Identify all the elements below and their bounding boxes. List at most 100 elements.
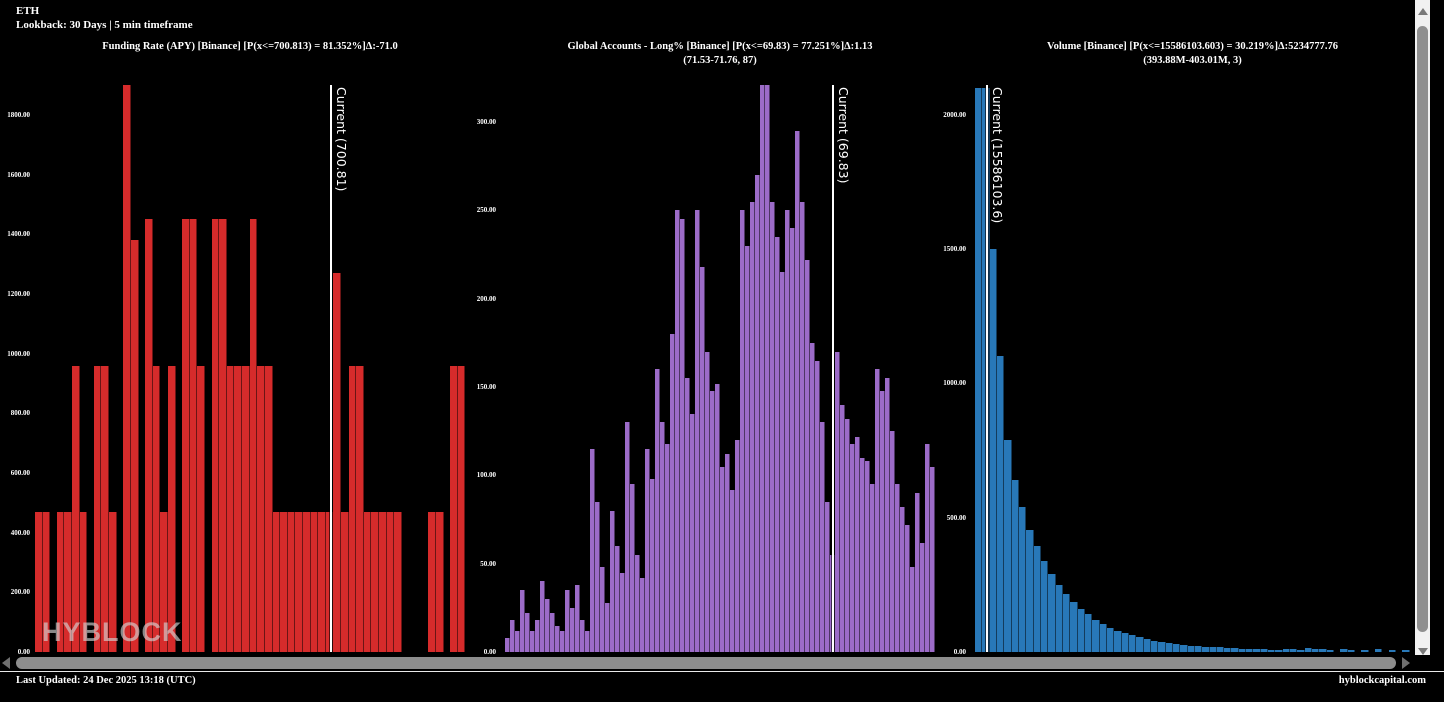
- scroll-right-icon[interactable]: [1402, 657, 1410, 669]
- histogram-bar: [371, 511, 380, 652]
- histogram-bar: [975, 87, 983, 652]
- histogram-bar: [1092, 619, 1100, 652]
- histogram-bar: [379, 511, 387, 652]
- histogram-bar: [394, 511, 402, 652]
- histogram-bar: [257, 365, 265, 652]
- horizontal-scrollbar[interactable]: [0, 655, 1444, 671]
- scroll-up-icon[interactable]: [1418, 8, 1428, 15]
- histogram-bar: [152, 365, 161, 652]
- histogram-bar: [855, 436, 860, 652]
- y-tick-label: 1800.00: [7, 110, 30, 119]
- horizontal-scrollbar-thumb[interactable]: [16, 657, 1396, 669]
- histogram-bar: [182, 219, 190, 652]
- long-percent-chart: Current (69.83): [505, 85, 935, 652]
- histogram-bar: [1216, 647, 1225, 652]
- histogram-bar: [1084, 614, 1093, 652]
- histogram-bar: [780, 272, 785, 652]
- histogram-bar: [595, 501, 600, 652]
- long-percent-title: Global Accounts - Long% [Binance] [P(x<=…: [567, 41, 873, 52]
- histogram-bar: [510, 620, 515, 652]
- histogram-bar: [910, 567, 915, 652]
- histogram-bar: [996, 356, 1005, 652]
- symbol-label: ETH: [16, 5, 40, 17]
- lookback-label: Lookback: 30 Days | 5 min timeframe: [16, 19, 193, 31]
- funding-rate-bars: [35, 85, 466, 652]
- histogram-bar: [272, 511, 281, 652]
- histogram-bar: [630, 484, 635, 652]
- histogram-bar: [750, 201, 755, 652]
- current-line: [329, 85, 332, 652]
- current-line-label: Current (15586103.6): [990, 87, 1005, 224]
- histogram-bar: [249, 219, 258, 652]
- histogram-bar: [1062, 594, 1071, 652]
- y-tick-label: 600.00: [10, 468, 30, 477]
- histogram-bar: [835, 351, 840, 652]
- histogram-bar: [295, 511, 303, 652]
- histogram-bar: [93, 365, 102, 652]
- histogram-bar: [145, 219, 153, 652]
- histogram-bar: [1375, 649, 1383, 652]
- histogram-bar: [211, 219, 220, 652]
- scroll-down-icon[interactable]: [1418, 648, 1428, 655]
- current-line-label: Current (69.83): [836, 87, 851, 184]
- histogram-bar: [1297, 649, 1305, 652]
- histogram-bar: [234, 365, 243, 652]
- y-tick-label: 1400.00: [7, 230, 30, 239]
- histogram-bar: [325, 511, 334, 652]
- histogram-bar: [625, 422, 630, 652]
- scroll-left-icon[interactable]: [2, 657, 10, 669]
- histogram-bar: [310, 511, 319, 652]
- histogram-bar: [318, 511, 326, 652]
- y-tick-label: 250.00: [476, 206, 496, 215]
- y-tick-label: 50.00: [480, 559, 496, 568]
- vertical-scrollbar[interactable]: [1415, 0, 1430, 668]
- histogram-bar: [1180, 644, 1188, 652]
- histogram-bar: [810, 342, 815, 652]
- histogram-bar: [735, 440, 740, 652]
- y-tick-label: 1000.00: [943, 379, 966, 388]
- funding-rate-chart: Current (700.81): [35, 85, 466, 652]
- histogram-bar: [885, 378, 890, 652]
- long-percent-title-block: Global Accounts - Long% [Binance] [P(x<=…: [505, 40, 935, 68]
- footer-divider: [0, 671, 1444, 672]
- histogram-bar: [850, 443, 855, 652]
- histogram-bar: [570, 607, 575, 652]
- y-tick-label: 0.00: [483, 648, 496, 656]
- volume-bars: [975, 85, 1410, 652]
- histogram-bar: [655, 369, 660, 652]
- histogram-bar: [705, 351, 710, 652]
- histogram-bar: [540, 581, 545, 652]
- hyblock-watermark: HYBLOCK: [42, 617, 183, 647]
- histogram-bar: [1209, 647, 1217, 652]
- y-tick-label: 200.00: [476, 294, 496, 303]
- site-link[interactable]: hyblockcapital.com: [1338, 675, 1426, 686]
- histogram-bar: [1106, 627, 1115, 652]
- histogram-bar: [1165, 642, 1173, 652]
- vertical-scrollbar-thumb[interactable]: [1417, 26, 1428, 632]
- histogram-bar: [905, 524, 910, 652]
- histogram-bar: [515, 630, 520, 652]
- histogram-bar: [880, 390, 885, 652]
- histogram-bar: [982, 87, 990, 652]
- histogram-bar: [695, 210, 700, 652]
- current-line: [986, 85, 988, 652]
- histogram-bar: [56, 511, 65, 652]
- funding-rate-title-block: Funding Rate (APY) [Binance] [P(x<=700.8…: [35, 40, 465, 54]
- histogram-bar: [670, 334, 675, 652]
- histogram-bar: [665, 443, 670, 652]
- histogram-bar: [1260, 649, 1269, 652]
- y-tick-label: 500.00: [946, 513, 966, 522]
- volume-title-block: Volume [Binance] [P(x<=15586103.603) = 3…: [975, 40, 1410, 68]
- histogram-bar: [363, 511, 372, 652]
- histogram-bar: [925, 443, 930, 652]
- histogram-bar: [1231, 648, 1239, 652]
- histogram-bar: [1312, 648, 1320, 652]
- histogram-bar: [428, 511, 436, 652]
- histogram-bar: [264, 365, 273, 652]
- histogram-bar: [610, 510, 615, 652]
- histogram-bar: [575, 584, 580, 652]
- histogram-bar: [795, 130, 800, 652]
- histogram-bar: [1158, 641, 1166, 652]
- histogram-bar: [1070, 602, 1078, 652]
